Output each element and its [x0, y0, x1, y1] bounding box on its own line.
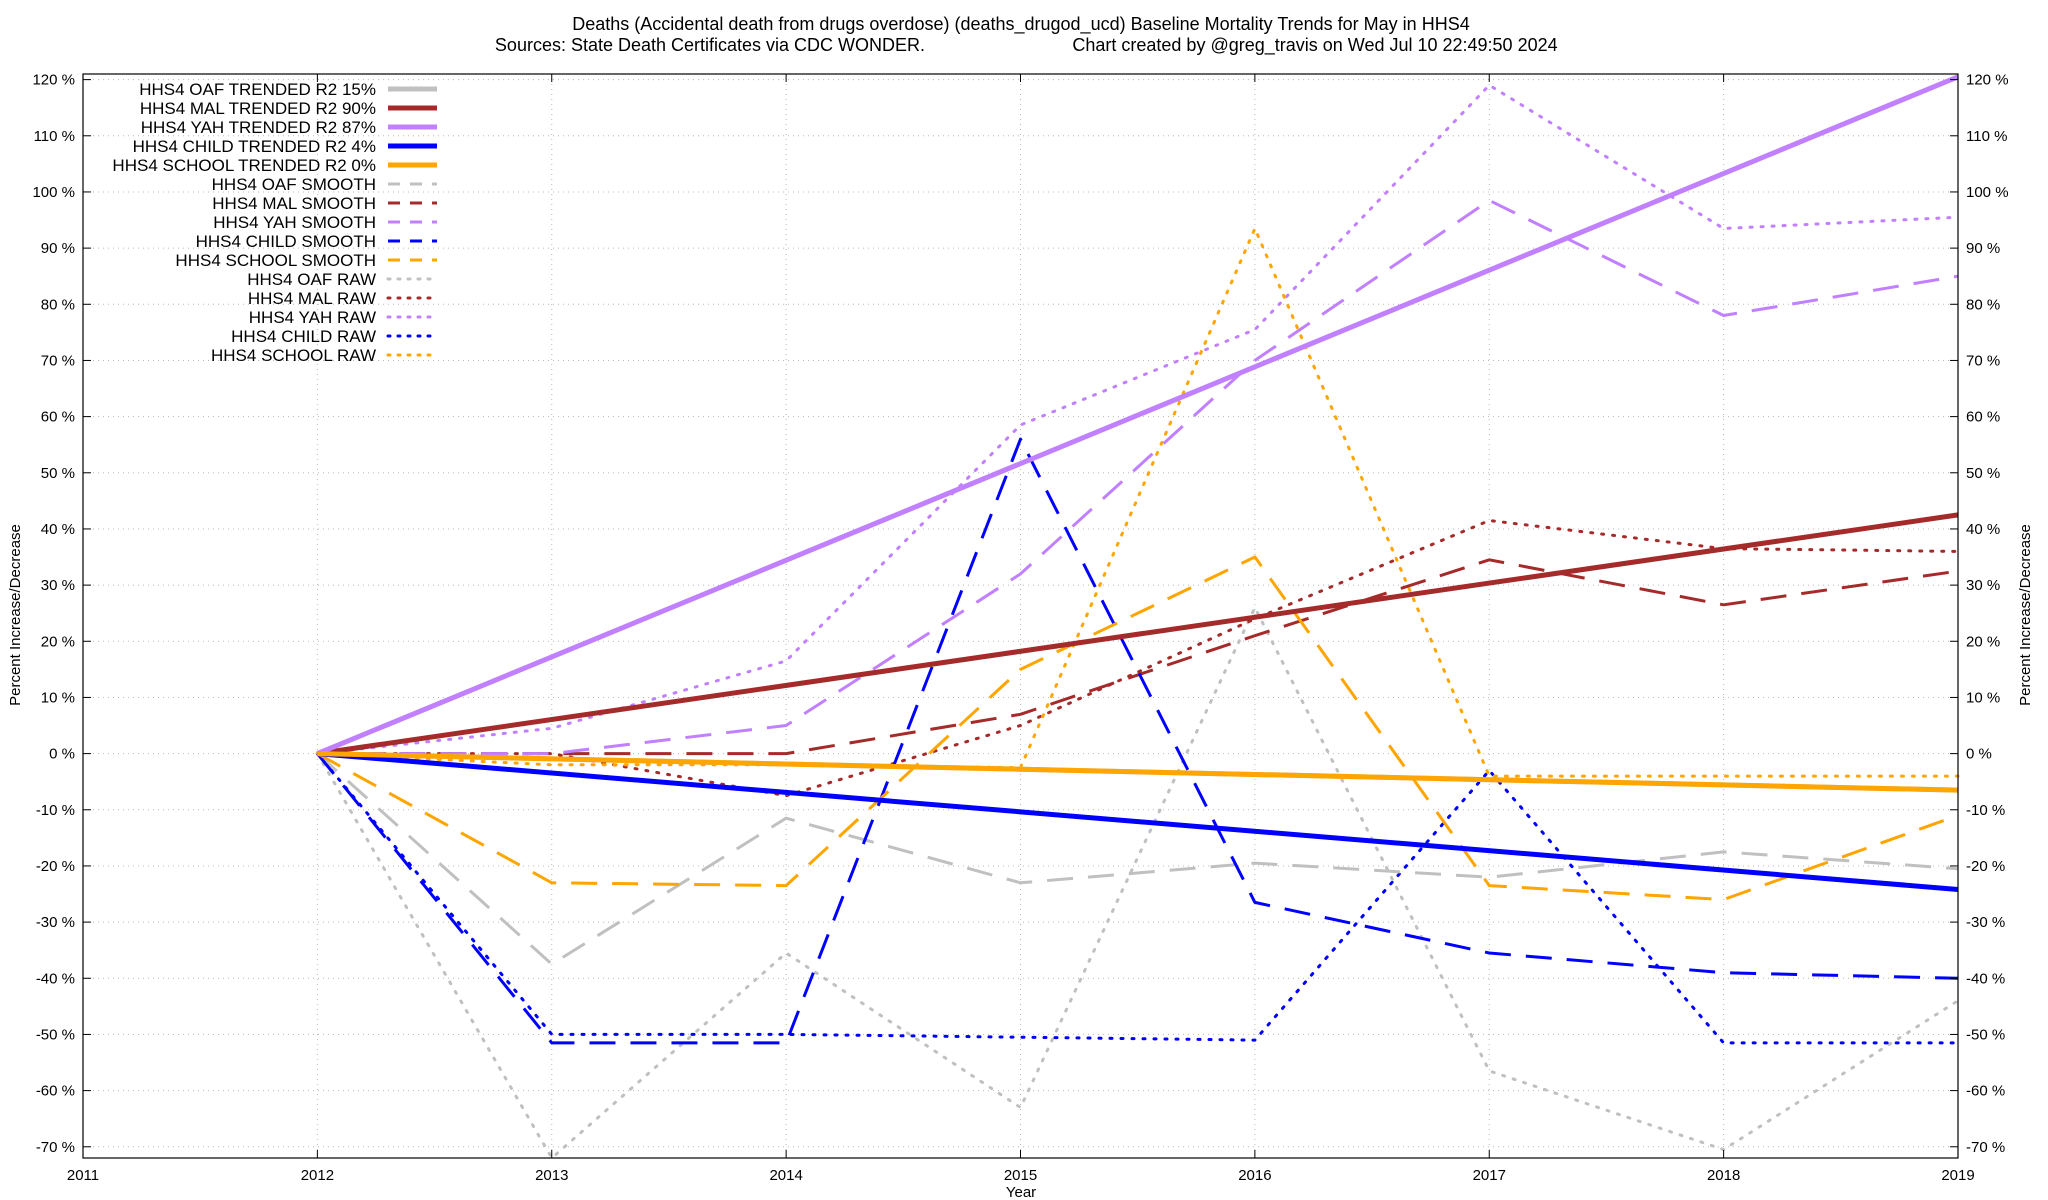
y-tick-label-right: 30 % — [1966, 577, 2000, 594]
y-tick-label-right: 110 % — [1966, 128, 2007, 145]
y-tick-label-right: 40 % — [1966, 521, 2000, 538]
y-tick-label-right: 20 % — [1966, 633, 2000, 650]
y-tick-label: -50 % — [36, 1026, 75, 1043]
y-axis-label: Percent Increase/Decrease — [7, 524, 24, 706]
chart-credit: Chart created by @greg_travis on Wed Jul… — [1072, 35, 1557, 56]
x-tick-label: 2018 — [1707, 1167, 1740, 1184]
series-line — [317, 512, 1959, 757]
x-tick-label: 2011 — [67, 1167, 99, 1184]
legend-label: HHS4 YAH SMOOTH — [213, 213, 376, 232]
legend-label: HHS4 OAF TRENDED R2 15% — [139, 80, 376, 99]
y-tick-label-right: 0 % — [1966, 746, 1992, 763]
series-line — [315, 83, 1960, 756]
y-tick-label: -30 % — [36, 914, 75, 931]
legend-label: HHS4 MAL TRENDED R2 90% — [140, 99, 376, 118]
y-tick-label: -10 % — [36, 802, 75, 819]
legend-label: HHS4 OAF RAW — [247, 270, 376, 289]
y-tick-label: 50 % — [41, 465, 75, 482]
y-tick-label: 30 % — [41, 577, 75, 594]
series-line — [316, 74, 1959, 756]
y-tick-label-right: 70 % — [1966, 352, 2000, 369]
y-tick-label-right: 80 % — [1966, 296, 2000, 313]
legend-label: HHS4 YAH RAW — [249, 308, 376, 327]
x-tick-label: 2016 — [1238, 1167, 1271, 1184]
y-tick-label-right: 100 % — [1966, 184, 2009, 201]
y-tick-label: -20 % — [36, 858, 75, 875]
legend-label: HHS4 YAH TRENDED R2 87% — [141, 118, 376, 137]
legend-label: HHS4 MAL SMOOTH — [212, 194, 376, 213]
x-tick-label: 2017 — [1473, 1167, 1506, 1184]
y-axis-label-right: Percent Increase/Decrease — [2017, 524, 2034, 706]
y-tick-label-right: -50 % — [1966, 1026, 2005, 1043]
legend-label: HHS4 CHILD TRENDED R2 4% — [133, 137, 376, 156]
y-tick-label: 60 % — [41, 409, 75, 426]
y-tick-label: 70 % — [41, 352, 75, 369]
legend-label: HHS4 MAL RAW — [248, 289, 376, 308]
series-line — [316, 555, 1959, 902]
legend: HHS4 OAF TRENDED R2 15%HHS4 MAL TRENDED … — [112, 80, 439, 365]
x-tick-label: 2013 — [535, 1167, 568, 1184]
y-tick-label-right: -10 % — [1966, 802, 2005, 819]
y-tick-label-right: 120 % — [1966, 72, 2009, 89]
y-tick-label: 120 % — [32, 72, 75, 89]
y-tick-label: 80 % — [41, 296, 75, 313]
y-tick-label: 0 % — [49, 746, 75, 763]
x-tick-label: 2015 — [1004, 1167, 1037, 1184]
y-tick-label-right: -20 % — [1966, 858, 2005, 875]
legend-label: HHS4 CHILD RAW — [231, 327, 376, 346]
series-line — [315, 752, 1960, 1045]
y-tick-label-right: -40 % — [1966, 970, 2005, 987]
y-tick-label: -60 % — [36, 1083, 75, 1100]
y-tick-label: 100 % — [32, 184, 75, 201]
series-line — [317, 751, 1959, 793]
series-layer — [315, 74, 1960, 1160]
y-tick-label: -40 % — [36, 970, 75, 987]
chart-title: Deaths (Accidental death from drugs over… — [572, 14, 1469, 35]
legend-label: HHS4 SCHOOL TRENDED R2 0% — [112, 156, 376, 175]
series-line — [317, 558, 1959, 756]
y-tick-label: 10 % — [41, 689, 75, 706]
x-tick-label: 2019 — [1941, 1167, 1974, 1184]
series-line — [317, 198, 1959, 756]
y-tick-label-right: 10 % — [1966, 689, 2000, 706]
tick-layer: 120 % 120 % 110 % 110 % 100 % 100 % 90 % 90 % 80… — [32, 72, 2008, 1184]
y-tick-label: -70 % — [36, 1139, 75, 1156]
y-tick-label-right: 90 % — [1966, 240, 2000, 257]
legend-label: HHS4 OAF SMOOTH — [212, 175, 376, 194]
x-axis-label: Year — [1006, 1184, 1036, 1200]
series-line — [315, 606, 1960, 1160]
y-tick-label-right: 60 % — [1966, 409, 2000, 426]
series-line — [316, 437, 1959, 1045]
series-line — [317, 751, 1959, 892]
y-tick-label-right: -30 % — [1966, 914, 2005, 931]
legend-label: HHS4 SCHOOL RAW — [211, 346, 376, 365]
legend-label: HHS4 SCHOOL SMOOTH — [175, 251, 376, 270]
y-tick-label: 20 % — [41, 633, 75, 650]
y-tick-label: 40 % — [41, 521, 75, 538]
chart-source: Sources: State Death Certificates via CD… — [495, 35, 925, 55]
series-line — [316, 752, 1959, 966]
y-tick-label: 110 % — [34, 128, 75, 145]
y-tick-label-right: -70 % — [1966, 1139, 2005, 1156]
y-tick-label: 90 % — [41, 240, 75, 257]
y-tick-label-right: 50 % — [1966, 465, 2000, 482]
x-tick-label: 2012 — [301, 1167, 334, 1184]
legend-label: HHS4 CHILD SMOOTH — [196, 232, 376, 251]
y-tick-label-right: -60 % — [1966, 1083, 2005, 1100]
series-line — [315, 227, 1960, 778]
x-tick-label: 2014 — [769, 1167, 802, 1184]
